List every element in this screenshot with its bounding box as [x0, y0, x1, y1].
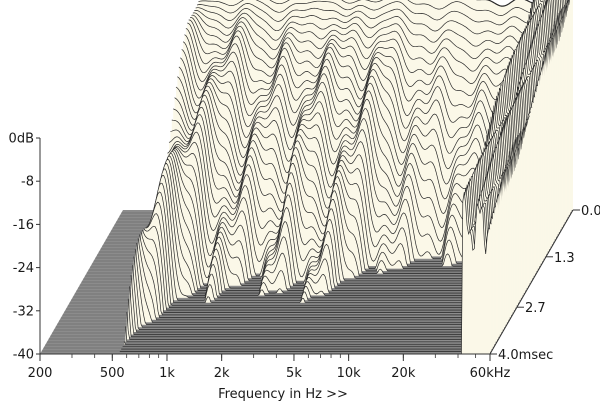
decay-slice-line: [137, 136, 511, 321]
decay-slice-fill: [154, 88, 527, 291]
decay-slice-line: [129, 161, 502, 335]
decay-slice-line: [197, 0, 569, 36]
decay-slice-line: [133, 150, 506, 328]
decay-slice-line: [269, 0, 569, 19]
decay-slice-line: [127, 166, 501, 338]
x-tick-label: 5k: [286, 366, 302, 381]
decay-slice-line: [150, 100, 523, 299]
chart-axes: 0dB -8 -16 -24 -32 -40 200 500 1k 2k 5k 10k 20k 60kHz…: [9, 132, 600, 382]
y-tick-label: 0dB: [9, 132, 34, 147]
decay-slice-line: [132, 153, 505, 330]
decay-slice-line: [130, 157, 504, 333]
x-tick-label: 2k: [214, 366, 230, 381]
y-tick-label: -8: [21, 175, 34, 190]
decay-slice-fill: [170, 44, 543, 264]
decay-slice-line: [125, 175, 498, 343]
y-tick-label: -40: [13, 348, 34, 363]
x-tick-label: 1k: [159, 366, 175, 381]
decay-slice-line: [147, 110, 520, 304]
decay-slice-line: [119, 188, 492, 352]
decay-slice-line: [141, 122, 515, 313]
decay-slice-line: [146, 112, 519, 306]
x-tick-label: 60kHz: [470, 366, 511, 381]
x-tick-label: 10k: [337, 366, 362, 381]
decay-slice-line: [191, 0, 564, 86]
z-tick-label: 1.3: [554, 251, 575, 266]
decay-slice-line: [139, 131, 512, 318]
decay-slice-line: [122, 181, 495, 348]
decay-slice-line: [134, 146, 508, 326]
z-tick-label: 0.0: [581, 204, 600, 219]
decay-slice-fill: [169, 49, 541, 267]
x-tick-label: 200: [28, 366, 53, 381]
decay-slice-line: [121, 184, 494, 350]
decay-slice-line: [190, 0, 563, 99]
decay-slice-line: [198, 0, 570, 26]
x-axis-title: Frequency in Hz >>: [218, 387, 348, 402]
z-tick-label: 2.7: [525, 301, 546, 316]
y-tick-label: -24: [13, 261, 34, 276]
decay-slice-line: [126, 170, 499, 340]
decay-slice-line: [194, 0, 567, 60]
decay-slice-line: [195, 0, 568, 47]
z-tick-label: 4.0msec: [498, 348, 553, 363]
y-tick-label: -16: [13, 218, 34, 233]
decay-slice-line: [192, 0, 565, 73]
x-tick-label: 20k: [391, 366, 416, 381]
decay-slice-line: [143, 119, 516, 311]
decay-slice-line: [475, 0, 571, 10]
z-axis-line: [489, 209, 574, 355]
decay-slice-line: [148, 105, 522, 301]
decay-slice-line: [140, 126, 513, 316]
decay-slice-line: [136, 140, 509, 323]
y-tick-label: -32: [13, 304, 34, 319]
decay-slice-line: [123, 177, 496, 345]
decay-slice-line: [145, 115, 518, 308]
x-tick-label: 500: [100, 366, 125, 381]
